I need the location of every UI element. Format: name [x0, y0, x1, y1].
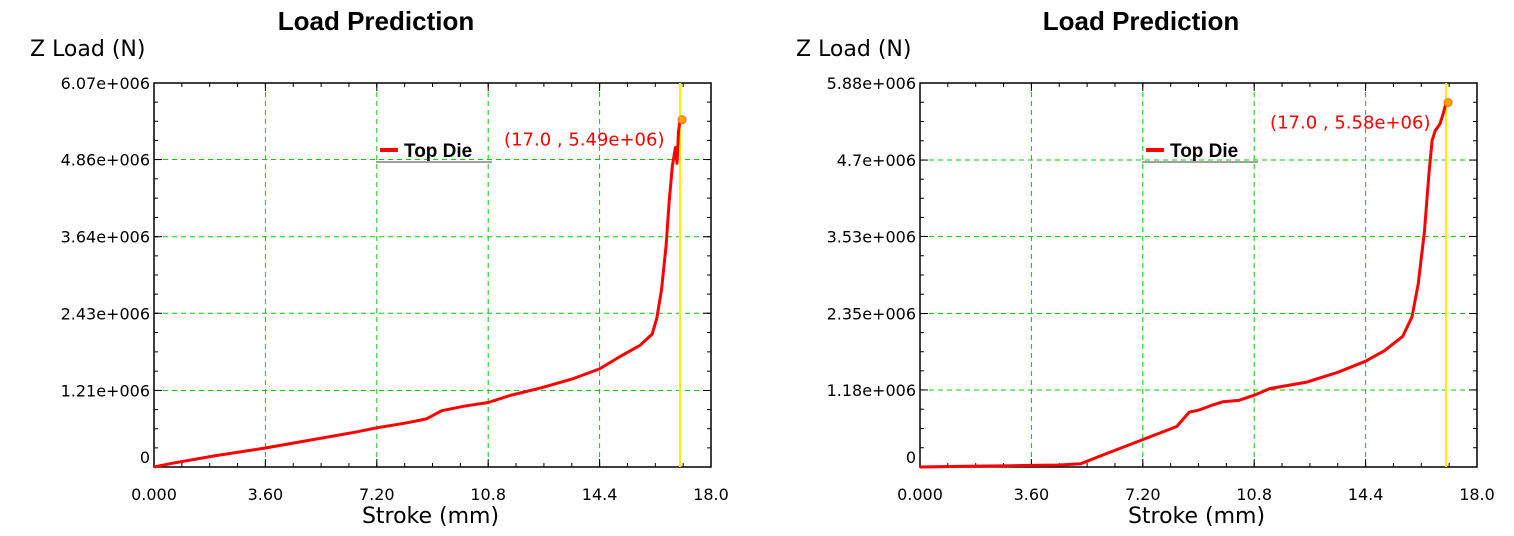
y-axis-label: Z Load (N)	[30, 37, 145, 62]
y-tick-label: 0	[140, 448, 150, 467]
x-tick-label: 18.0	[693, 485, 729, 504]
series-line-top-die	[919, 102, 1448, 469]
x-tick-label: 10.8	[1236, 485, 1272, 504]
chart-panel-2: Load Prediction Z Load (N) 0.000 3.60 7.20 10…	[796, 6, 1495, 529]
x-tick-label: 7.20	[1125, 485, 1161, 504]
x-tick-label: 14.4	[1348, 485, 1384, 504]
x-axis-label: Stroke (mm)	[1128, 504, 1265, 529]
y-tick-label: 3.53e+006	[827, 227, 916, 246]
x-tick-label: 14.4	[582, 485, 618, 504]
legend-label: Top Die	[1170, 141, 1238, 162]
y-tick-label: 5.88e+006	[827, 74, 916, 93]
chart-title: Load Prediction	[1043, 6, 1239, 36]
x-axis-label: Stroke (mm)	[362, 504, 499, 529]
x-tick-label: 0.000	[131, 485, 177, 504]
y-tick-label: 6.07e+006	[61, 74, 150, 93]
y-tick-label: 2.43e+006	[61, 304, 150, 323]
chart-panel-1: Load Prediction Z Load (N) 0.000 3.60 7.20 10…	[30, 6, 729, 529]
y-tick-label: 4.7e+006	[837, 151, 916, 170]
y-tick-label: 4.86e+006	[61, 151, 150, 170]
x-tick-label: 3.60	[1014, 485, 1050, 504]
x-tick-label: 7.20	[359, 485, 395, 504]
chart-title: Load Prediction	[278, 6, 474, 36]
annotation-point	[677, 115, 687, 125]
y-tick-label: 3.64e+006	[61, 228, 150, 247]
x-tick-label: 0.000	[897, 485, 943, 504]
y-axis-label: Z Load (N)	[796, 37, 911, 62]
x-tick-label: 10.8	[470, 485, 506, 504]
y-tick-label: 1.21e+006	[61, 381, 150, 400]
y-tick-label: 1.18e+006	[827, 381, 916, 400]
y-tick-label: 2.35e+006	[827, 305, 916, 324]
y-tick-label: 0	[906, 448, 916, 467]
x-tick-label: 18.0	[1459, 485, 1495, 504]
series-line-top-die	[153, 119, 682, 469]
annotation-point	[1443, 98, 1453, 108]
legend-label: Top Die	[404, 141, 472, 162]
x-tick-label: 3.60	[248, 485, 284, 504]
annotation-label: (17.0 , 5.49e+06)	[504, 130, 664, 151]
annotation-label: (17.0 , 5.58e+06)	[1270, 113, 1430, 134]
